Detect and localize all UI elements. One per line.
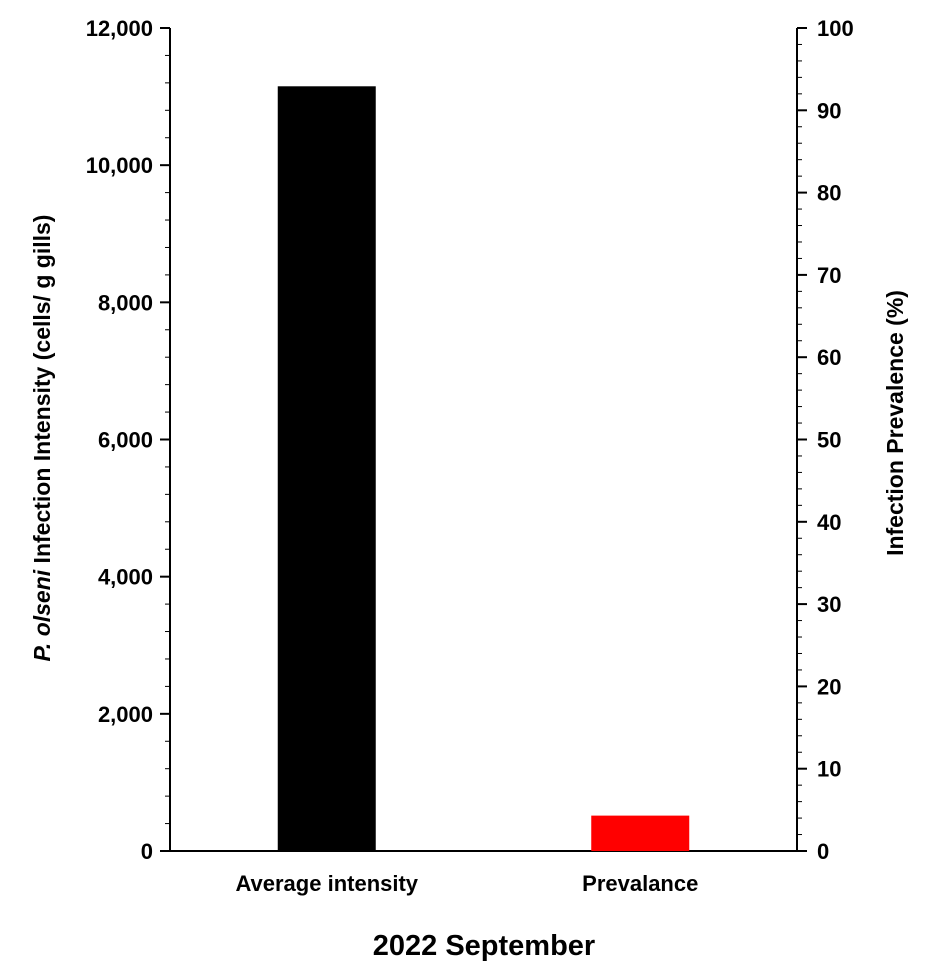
y-axis-right-title: Infection Prevalence (%) [882,290,908,556]
x-category-label: Prevalance [582,871,698,896]
y-right-tick-label: 60 [817,345,841,370]
y-axis-left-title-italic: P. olseni [29,569,55,661]
y-right-tick-label: 50 [817,428,841,453]
bar-average-intensity [277,86,376,851]
y-right-tick-label: 100 [817,16,854,41]
y-right-tick-label: 20 [817,674,841,699]
y-axis-left-title: P. olseni Infection Intensity (cells/ g … [29,215,55,662]
x-category-label: Average intensity [235,871,418,896]
y-left-tick-label: 10,000 [86,153,153,178]
y-right-tick-label: 40 [817,510,841,535]
labels-group: 0 2,000 4,000 6,000 8,000 10,000 12,000 0 10 20 30… [86,16,854,896]
y-axis-left-title-rest: Infection Intensity (cells/ g gills) [29,215,55,570]
bar-prevalance [591,815,690,851]
y-right-tick-label: 30 [817,592,841,617]
y-left-tick-label: 2,000 [98,702,153,727]
y-right-tick-label: 10 [817,757,841,782]
bars-group [277,86,690,851]
y-right-tick-label: 80 [817,181,841,206]
x-axis-title: 2022 September [373,930,595,962]
y-left-tick-label: 12,000 [86,16,153,41]
axes-group [160,27,807,852]
y-right-tick-label: 0 [817,839,829,864]
y-left-tick-label: 0 [141,839,153,864]
y-right-tick-label: 70 [817,263,841,288]
y-left-tick-label: 6,000 [98,428,153,453]
y-right-tick-label: 90 [817,98,841,123]
y-left-tick-label: 4,000 [98,565,153,590]
y-left-tick-label: 8,000 [98,290,153,315]
